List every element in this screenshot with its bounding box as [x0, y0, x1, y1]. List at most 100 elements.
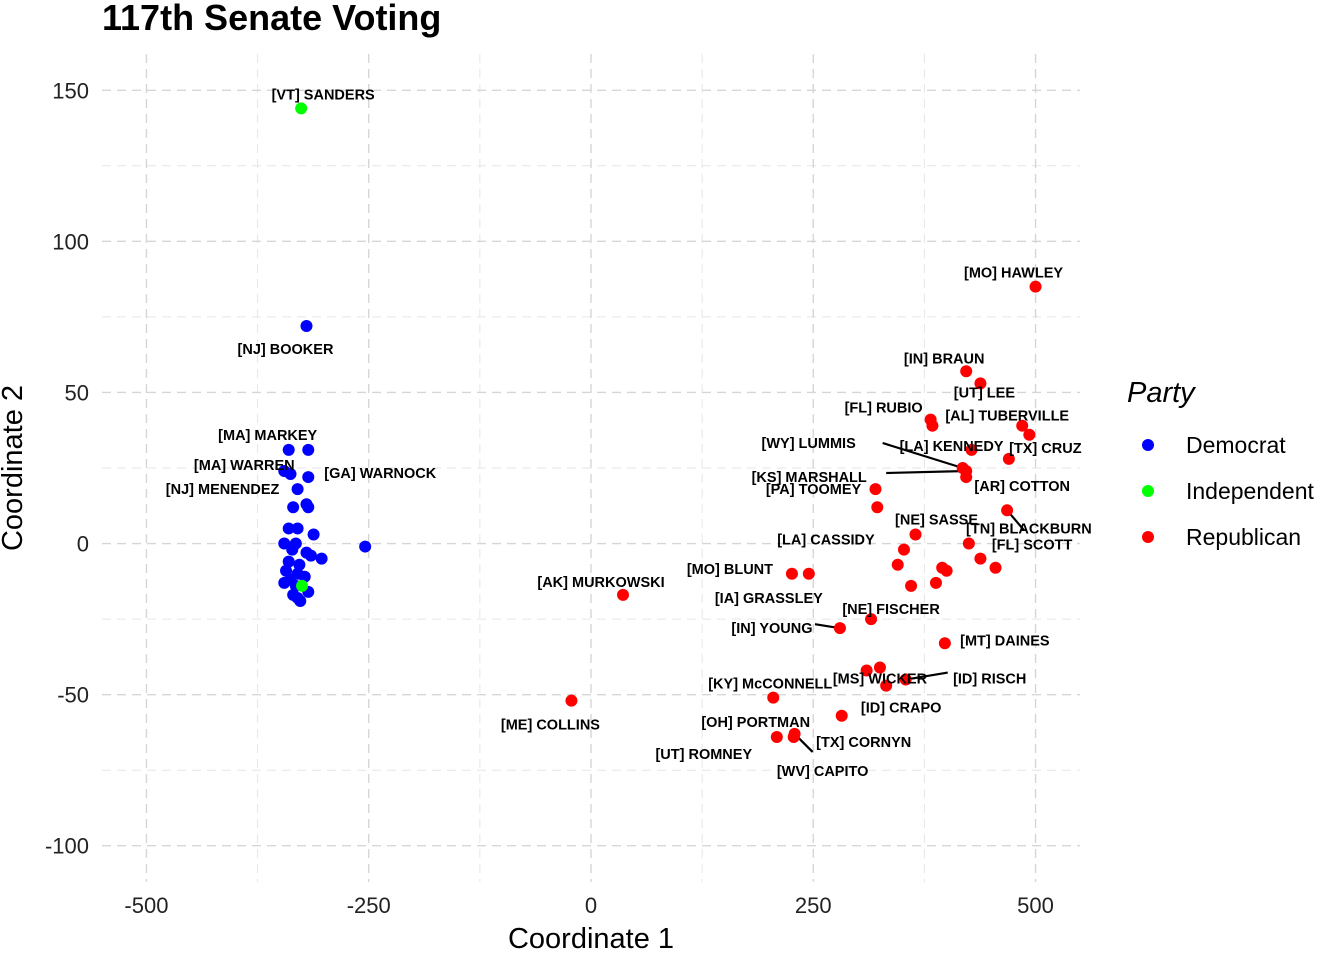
- point-label: [MT] DAINES: [960, 633, 1050, 649]
- x-axis-title: Coordinate 1: [508, 923, 674, 955]
- data-point-democrat: [282, 443, 295, 456]
- point-label: [PA] TOOMEY: [766, 482, 862, 498]
- point-label: [AL] TUBERVILLE: [945, 409, 1069, 425]
- data-point-republican: [833, 622, 846, 635]
- data-point-republican: [565, 694, 578, 707]
- data-point-independent: [296, 579, 309, 592]
- point-label: [ME] COLLINS: [501, 718, 600, 734]
- point-label: [NJ] BOOKER: [238, 342, 334, 358]
- data-point-republican: [873, 661, 886, 674]
- data-point-republican: [909, 528, 922, 541]
- data-point-democrat: [282, 522, 295, 535]
- data-point-republican: [788, 727, 801, 740]
- point-label: [IN] YOUNG: [731, 621, 812, 637]
- point-label: [GA] WARNOCK: [324, 466, 436, 482]
- data-point-republican: [899, 673, 912, 686]
- legend-title: Party: [1127, 377, 1196, 409]
- data-point-republican: [865, 613, 878, 626]
- data-point-democrat: [282, 555, 295, 568]
- data-point-democrat: [293, 558, 306, 571]
- data-point-democrat: [291, 483, 304, 496]
- data-point-republican: [767, 691, 780, 704]
- data-points: [278, 102, 1042, 743]
- point-label: [NE] FISCHER: [842, 602, 940, 618]
- data-point-democrat: [278, 576, 291, 589]
- label-leader-line: [905, 671, 948, 681]
- point-label: [VT] SANDERS: [272, 87, 375, 103]
- legend-key-republican: [1142, 531, 1154, 543]
- data-point-democrat: [298, 570, 311, 583]
- data-point-republican: [974, 552, 987, 565]
- point-label: [TX] CRUZ: [1009, 441, 1082, 457]
- data-point-democrat: [302, 501, 315, 514]
- data-point-democrat: [315, 552, 328, 565]
- data-point-democrat: [302, 471, 315, 484]
- data-point-democrat: [359, 540, 372, 553]
- data-point-independent: [295, 102, 308, 115]
- data-point-democrat: [286, 543, 299, 556]
- y-tick-label: 100: [52, 229, 89, 254]
- y-tick-label: 0: [77, 532, 89, 557]
- data-point-republican: [869, 483, 882, 496]
- data-point-republican: [960, 365, 973, 378]
- data-point-republican: [1001, 504, 1014, 517]
- x-tick-label: 500: [1017, 893, 1054, 918]
- point-label: [MS] WICKER: [833, 671, 928, 687]
- data-point-democrat: [284, 468, 297, 481]
- data-point-democrat: [287, 501, 300, 514]
- label-leader-line: [882, 441, 963, 470]
- data-point-republican: [929, 576, 942, 589]
- data-point-republican: [962, 537, 975, 550]
- data-point-republican: [802, 567, 815, 580]
- legend-label-republican: Republican: [1186, 524, 1301, 550]
- legend-key-independent: [1142, 485, 1154, 497]
- point-label: [FL] RUBIO: [845, 401, 923, 417]
- data-point-republican: [989, 561, 1002, 574]
- data-point-republican: [1016, 419, 1029, 432]
- data-point-republican: [1029, 280, 1042, 293]
- label-leader-line: [886, 469, 967, 475]
- data-point-republican: [617, 588, 630, 601]
- x-tick-label: 250: [795, 893, 832, 918]
- point-label: [UT] LEE: [954, 385, 1016, 401]
- data-point-republican: [897, 543, 910, 556]
- data-point-republican: [785, 567, 798, 580]
- point-label: [UT] ROMNEY: [655, 747, 752, 763]
- data-point-republican: [1002, 452, 1015, 465]
- x-tick-label: -250: [347, 893, 391, 918]
- data-point-republican: [871, 501, 884, 514]
- data-point-republican: [940, 564, 953, 577]
- x-tick-label: -500: [124, 893, 168, 918]
- data-point-republican: [1023, 428, 1036, 441]
- point-label: [TX] CORNYN: [816, 735, 911, 751]
- point-label: [LA] CASSIDY: [777, 533, 875, 549]
- data-point-republican: [926, 419, 939, 432]
- point-label: [ID] RISCH: [953, 672, 1026, 688]
- legend-label-independent: Independent: [1186, 478, 1315, 504]
- point-label: [NE] SASSE: [895, 512, 978, 528]
- data-point-republican: [891, 558, 904, 571]
- point-label: [KS] MARSHALL: [752, 470, 867, 486]
- data-point-republican: [905, 579, 918, 592]
- chart-title: 117th Senate Voting: [102, 0, 441, 38]
- data-point-democrat: [302, 443, 315, 456]
- point-label: [MO] BLUNT: [687, 562, 773, 578]
- point-label: [WV] CAPITO: [777, 764, 869, 780]
- point-labels: [NJ] BOOKER [MA] MARKEY [MA] WARREN [GA] WA…: [166, 87, 1092, 780]
- x-tick-label: 0: [585, 893, 597, 918]
- point-label: [OH] PORTMAN: [701, 715, 810, 731]
- point-label: [MO] HAWLEY: [964, 266, 1063, 282]
- grid: [102, 54, 1080, 882]
- point-label: [IN] BRAUN: [904, 351, 985, 367]
- data-point-democrat: [294, 594, 307, 607]
- point-label: [KY] McCONNELL: [708, 677, 832, 693]
- data-point-republican: [974, 377, 987, 390]
- y-tick-label: 150: [52, 78, 89, 103]
- point-label: [FL] SCOTT: [992, 537, 1073, 553]
- data-point-democrat: [300, 319, 313, 332]
- legend-label-democrat: Democrat: [1186, 432, 1286, 458]
- legend: Party Democrat Independent Republican: [1127, 377, 1315, 550]
- data-point-democrat: [304, 549, 317, 562]
- point-label: [LA] KENNEDY: [900, 439, 1004, 455]
